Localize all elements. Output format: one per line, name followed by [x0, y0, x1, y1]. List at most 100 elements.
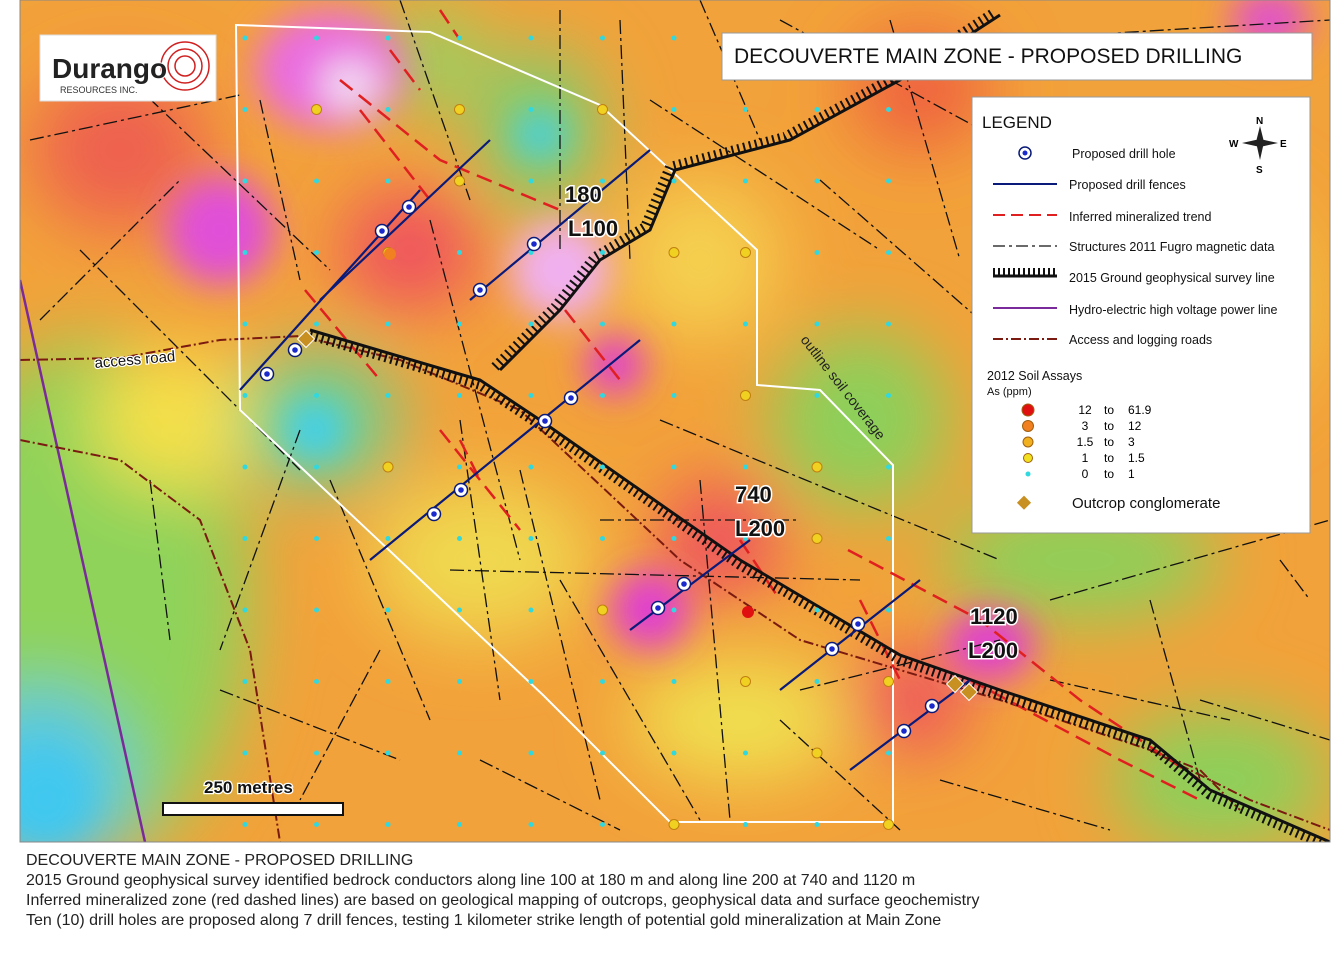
drill-hole-center — [458, 487, 464, 493]
soil-sample — [883, 676, 894, 687]
soil-sample — [242, 107, 248, 112]
caption-line: Ten (10) drill holes are proposed along … — [26, 912, 941, 929]
caption-line: 2015 Ground geophysical survey identifie… — [26, 872, 915, 889]
soil-sample — [671, 393, 677, 398]
logo-subtitle: RESOURCES INC. — [60, 85, 138, 95]
soil-sample — [814, 822, 820, 827]
scale-label: 250 metres — [204, 778, 293, 797]
soil-sample — [671, 679, 677, 684]
survey-lines — [308, 7, 1330, 842]
soil-sample — [242, 750, 248, 756]
drill-hole-center — [531, 241, 537, 247]
drill-holes — [259, 199, 940, 739]
zone-label: L100 — [568, 216, 618, 241]
soil-sample — [740, 247, 751, 258]
soil-sample — [597, 104, 608, 115]
soil-sample — [814, 393, 820, 398]
soil-sample — [671, 607, 677, 613]
soil-sample — [385, 107, 391, 112]
soil-sample — [743, 107, 748, 112]
soil-sample — [740, 390, 751, 401]
zone-label: 1120 — [970, 604, 1018, 629]
soil-sample — [242, 321, 248, 327]
drill-hole-center — [568, 395, 574, 401]
soil-sample — [600, 464, 605, 470]
soil-sample — [314, 178, 319, 184]
soil-title: 2012 Soil Assays — [987, 369, 1082, 383]
soil-sample — [743, 178, 748, 184]
soil-sample — [886, 464, 891, 470]
soil-low: 3 — [1082, 419, 1089, 433]
soil-sample — [528, 107, 534, 112]
soil-coverage-outline — [234, 23, 894, 823]
outcrops — [296, 329, 979, 702]
soil-sample — [385, 607, 391, 613]
soil-sample — [454, 175, 465, 187]
soil-swatch — [1022, 420, 1034, 432]
soil-to: to — [1104, 419, 1114, 433]
soil-sample — [811, 461, 823, 473]
soil-sample — [671, 107, 677, 112]
soil-sample — [528, 607, 534, 613]
drill-hole-center — [855, 621, 861, 627]
soil-sample — [600, 178, 605, 184]
soil-sample — [814, 250, 820, 255]
soil-sample — [457, 250, 462, 255]
soil-sample — [457, 822, 462, 827]
soil-sample — [528, 822, 534, 827]
soil-sample — [242, 679, 248, 684]
legend-title: LEGEND — [982, 113, 1052, 132]
soil-sample — [242, 464, 248, 470]
legend-item: Access and logging roads — [1069, 333, 1212, 347]
soil-sample — [242, 35, 248, 41]
soil-sample — [886, 607, 891, 613]
soil-sample — [528, 393, 534, 398]
soil-sample — [600, 536, 605, 541]
soil-sample — [600, 750, 605, 756]
soil-sample — [242, 822, 248, 827]
soil-low: 0 — [1082, 467, 1089, 481]
soil-sample — [314, 321, 319, 327]
soil-sample — [454, 104, 465, 115]
soil-sample — [242, 393, 248, 398]
soil-sample — [457, 393, 462, 398]
soil-sample — [311, 104, 322, 115]
soil-sample — [242, 536, 248, 541]
soil-sample — [528, 536, 534, 541]
soil-sample — [600, 250, 605, 255]
soil-swatch — [1022, 436, 1034, 448]
soil-high: 1 — [1128, 467, 1135, 481]
soil-sample — [384, 248, 396, 260]
soil-sample — [314, 250, 319, 255]
soil-sample — [457, 607, 462, 613]
soil-sample — [528, 35, 534, 41]
soil-sample — [671, 35, 677, 41]
soil-sample — [528, 750, 534, 756]
soil-sample — [886, 393, 891, 398]
logo-name: Durango — [52, 53, 167, 84]
compass: N S E W — [1229, 116, 1287, 176]
soil-sample — [528, 321, 534, 327]
soil-sample — [600, 35, 605, 41]
soil-sample — [668, 819, 680, 830]
soil-sample — [314, 750, 319, 756]
legend-item: 2015 Ground geophysical survey line — [1069, 271, 1275, 285]
soil-to: to — [1104, 403, 1114, 417]
drill-fences — [239, 139, 971, 771]
soil-sample — [528, 178, 534, 184]
soil-sample — [671, 750, 677, 756]
compass-e: E — [1280, 139, 1287, 150]
soil-sample — [814, 178, 820, 184]
drill-hole-center — [406, 204, 412, 210]
zone-label: L200 — [968, 638, 1018, 663]
soil-high: 1.5 — [1128, 451, 1145, 465]
soil-sample — [743, 750, 748, 756]
soil-sample — [668, 247, 680, 258]
soil-sample — [742, 606, 754, 618]
drill-hole-center — [681, 581, 687, 587]
soil-low: 12 — [1078, 403, 1092, 417]
soil-sample — [457, 679, 462, 684]
caption-line: DECOUVERTE MAIN ZONE - PROPOSED DRILLING — [26, 852, 413, 869]
soil-sample — [314, 393, 319, 398]
soil-sample — [314, 607, 319, 613]
